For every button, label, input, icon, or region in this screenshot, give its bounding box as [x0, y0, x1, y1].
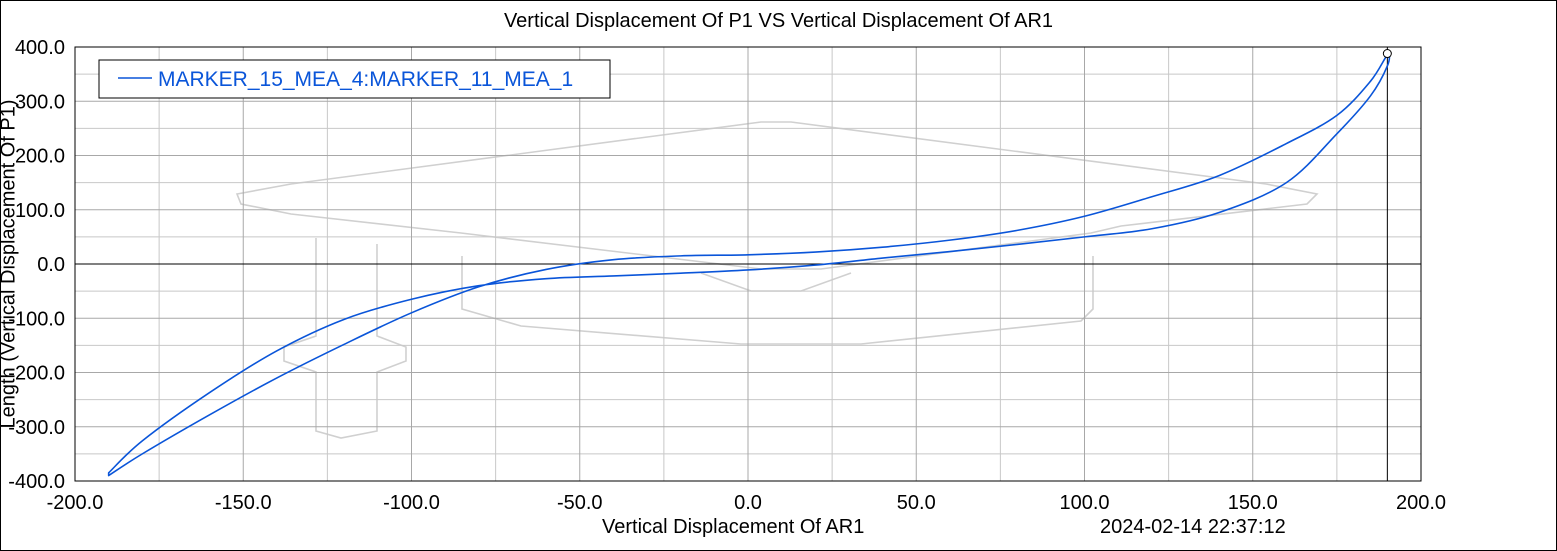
legend-box	[98, 59, 611, 99]
x-tick-label: 50.0	[897, 492, 936, 514]
x-tick-label: 150.0	[1228, 492, 1278, 514]
y-tick-label: -400.0	[8, 471, 65, 493]
x-tick-label: -200.0	[47, 492, 104, 514]
x-tick-label: -150.0	[215, 492, 272, 514]
axes	[74, 46, 1422, 482]
end-point-marker	[1382, 49, 1392, 59]
y-tick-label: 300.0	[15, 91, 65, 113]
y-tick-label: 100.0	[15, 200, 65, 222]
chart-title: Vertical Displacement Of P1 VS Vertical …	[503, 10, 1054, 32]
y-axis-label: Length (Vertical Displacement Of P1)	[0, 99, 20, 429]
legend: MARKER_15_MEA_4:MARKER_11_MEA_1	[98, 59, 611, 99]
legend-label: MARKER_15_MEA_4:MARKER_11_MEA_1	[158, 68, 573, 91]
timestamp: 2024-02-14 22:37:12	[1100, 516, 1286, 538]
y-tick-label: 0.0	[37, 254, 65, 276]
y-tick-label: 200.0	[15, 146, 65, 168]
watermark-body-shape	[461, 256, 1094, 345]
watermark-notch-shape	[700, 272, 852, 292]
background-watermark	[235, 121, 1319, 439]
y-tick-label: -100.0	[8, 308, 65, 330]
watermark-wing-shape	[235, 121, 1319, 270]
y-tick-labels: 400.0 300.0 200.0 100.0 0.0 -100.0 -200.0 -300.…	[8, 37, 65, 493]
x-tick-label: -50.0	[557, 492, 603, 514]
series-line	[107, 53, 1391, 477]
x-axis-label: Vertical Displacement Of AR1	[602, 516, 865, 538]
x-tick-label: 0.0	[734, 492, 762, 514]
y-tick-label: 400.0	[15, 37, 65, 59]
y-tick-label: -200.0	[8, 363, 65, 385]
y-tick-label: -300.0	[8, 417, 65, 439]
x-tick-labels: -200.0 -150.0 -100.0 -50.0 0.0 50.0 100.0 150.0…	[47, 492, 1446, 514]
x-tick-label: 200.0	[1396, 492, 1446, 514]
x-tick-label: -100.0	[383, 492, 440, 514]
series-layer	[107, 49, 1392, 477]
x-tick-label: 100.0	[1059, 492, 1109, 514]
